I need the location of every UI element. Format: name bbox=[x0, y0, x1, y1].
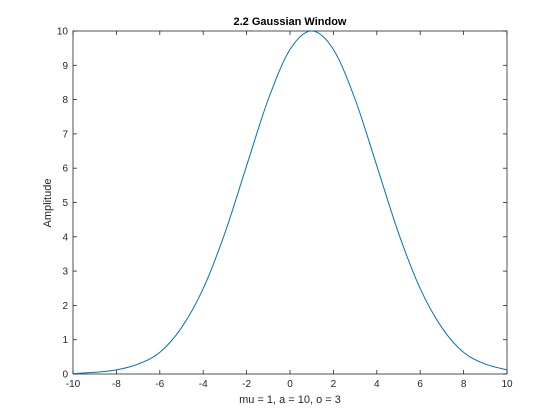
plot-area bbox=[72, 30, 508, 375]
x-tick-label: -8 bbox=[112, 379, 121, 390]
x-tick-label: 0 bbox=[287, 379, 293, 390]
y-tick-label: 8 bbox=[62, 95, 68, 106]
x-tick-label: -4 bbox=[199, 379, 208, 390]
x-axis-label: mu = 1, a = 10, o = 3 bbox=[239, 394, 341, 406]
x-tick-label: 10 bbox=[501, 379, 513, 390]
y-tick-label: 0 bbox=[62, 370, 68, 381]
x-tick-label: 4 bbox=[374, 379, 380, 390]
y-axis-label: Amplitude bbox=[42, 179, 54, 228]
y-tick-label: 1 bbox=[62, 335, 68, 346]
x-tick-label: 8 bbox=[461, 379, 467, 390]
y-tick-label: 7 bbox=[62, 129, 68, 140]
y-tick-label: 4 bbox=[62, 232, 68, 243]
y-tick-label: 6 bbox=[62, 164, 68, 175]
x-tick-label: 2 bbox=[331, 379, 337, 390]
y-tick-label: 5 bbox=[62, 198, 68, 209]
x-tick-label: -2 bbox=[242, 379, 251, 390]
x-axis: -10 -8 -6 -4 -2 0 2 4 6 8 10 bbox=[66, 31, 513, 390]
chart-title: 2.2 Gaussian Window bbox=[234, 16, 347, 28]
y-tick-label: 3 bbox=[62, 267, 68, 278]
x-tick-label: -6 bbox=[155, 379, 164, 390]
y-tick-label: 10 bbox=[57, 27, 69, 38]
x-tick-label: 6 bbox=[417, 379, 423, 390]
y-tick-label: 9 bbox=[62, 61, 68, 72]
x-tick-label: -10 bbox=[66, 379, 81, 390]
series-line bbox=[72, 30, 508, 375]
y-tick-label: 2 bbox=[62, 301, 68, 312]
y-axis: 0 1 2 3 4 5 6 7 8 9 10 bbox=[57, 27, 507, 381]
